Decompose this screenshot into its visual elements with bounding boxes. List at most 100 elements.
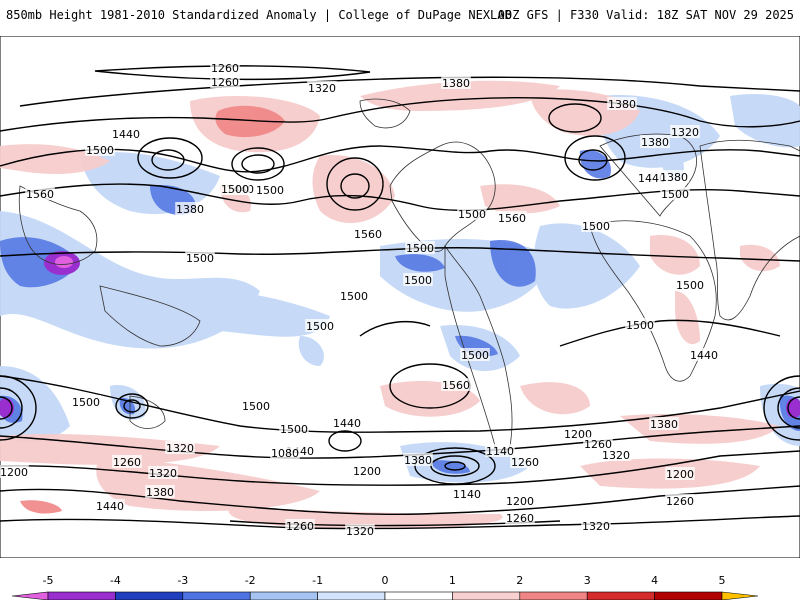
contour-label-bg	[285, 519, 315, 532]
contour-label-bg	[332, 416, 362, 429]
colorbar-swatch	[586, 591, 655, 600]
colorbar-swatch	[519, 591, 588, 600]
contour-label: 1260	[113, 456, 141, 469]
contour-label-bg	[441, 76, 471, 89]
contour-label: 1320	[308, 82, 336, 95]
contour-label-bg	[452, 487, 482, 500]
contour-label-bg	[220, 182, 250, 195]
colorbar-tick-label: 2	[516, 574, 524, 587]
map-title: 850mb Height 1981-2010 Standardized Anom…	[6, 8, 512, 22]
contour-label-bg	[175, 202, 205, 215]
contour-label: 1500	[256, 184, 284, 197]
contour-label: 1440	[96, 500, 124, 513]
contour-label-bg	[601, 448, 631, 461]
contour-label: 1320	[149, 467, 177, 480]
contour-label-bg	[583, 437, 613, 450]
contour-label-bg	[307, 81, 337, 94]
contour-label: 1380	[660, 171, 688, 184]
contour-label-bg	[352, 464, 382, 477]
contour-label-bg	[165, 441, 195, 454]
contour-label: 1560	[498, 212, 526, 225]
contour-label: 1500	[406, 242, 434, 255]
contour-label: 1500	[280, 423, 308, 436]
contour-label-bg	[305, 319, 335, 332]
contour-label-bg	[659, 170, 689, 183]
contour-label: 1260	[286, 520, 314, 533]
contour-label: 1500	[404, 274, 432, 287]
contour-label-bg	[339, 289, 369, 302]
contour-label-bg	[441, 378, 471, 391]
colorbar-tick-label: 5	[718, 574, 726, 587]
contour-label-bg	[457, 207, 487, 220]
colorbar-tick-label: 3	[583, 574, 591, 587]
colorbar-tick-label: -3	[177, 574, 189, 587]
contour-label-bg	[345, 524, 375, 537]
contour-label: 1500	[72, 396, 100, 409]
contour-label-bg	[0, 465, 29, 478]
colorbar-tick-label: -2	[244, 574, 256, 587]
contour-label: 1500	[661, 188, 689, 201]
contour-label: 1140	[486, 445, 514, 458]
contour-label: 1380	[146, 486, 174, 499]
contour-label-bg	[581, 219, 611, 232]
contour-label: 1500	[221, 183, 249, 196]
contour-label: 1500	[186, 252, 214, 265]
contour-label-bg	[485, 444, 515, 457]
contour-label: 1560	[354, 228, 382, 241]
contour-label: 1200	[353, 465, 381, 478]
contour-label: 1500	[86, 144, 114, 157]
contour-label: 1260	[506, 512, 534, 525]
colorbar-swatch	[654, 591, 723, 600]
contour-label-bg	[581, 519, 611, 532]
contour-label-bg	[665, 494, 695, 507]
model-run-info: 00Z GFS | F330 Valid: 18Z SAT NOV 29 202…	[497, 8, 794, 22]
contour-label: 1500	[242, 400, 270, 413]
colorbar-swatch	[182, 591, 251, 600]
anomaly-map[interactable]: 1260126013201380144015001560138014401500…	[0, 36, 800, 558]
contour-label: 1320	[582, 520, 610, 533]
colorbar-tick-label: 0	[381, 574, 389, 587]
contour-label: 1320	[602, 449, 630, 462]
height-contours	[0, 65, 800, 530]
contour-label-bg	[403, 273, 433, 286]
colorbar-low-arrow	[11, 591, 49, 600]
contour-label-bg	[460, 348, 490, 361]
colorbar-swatch	[317, 591, 386, 600]
contour-label-bg	[497, 211, 527, 224]
contour-label-bg	[71, 395, 101, 408]
contour-label-bg	[241, 399, 271, 412]
colorbar-tick-label: 4	[651, 574, 659, 587]
contour-label-layer: 1260126013201380144015001560138014401500…	[0, 61, 719, 538]
contour-label: 1440	[690, 349, 718, 362]
contour-label-bg	[145, 485, 175, 498]
colorbar-swatch	[452, 591, 521, 600]
colorbar-swatch	[249, 591, 318, 600]
contour-label-bg	[95, 499, 125, 512]
contour-label-bg	[505, 511, 535, 524]
contour-label: 1200	[0, 466, 28, 479]
contour-label: 1560	[442, 379, 470, 392]
colorbar-swatch	[115, 591, 184, 600]
contour-label: 1500	[676, 279, 704, 292]
contour-label: 1500	[582, 220, 610, 233]
contour-label: 1500	[626, 319, 654, 332]
contour-label: 1380	[641, 136, 669, 149]
colorbar-swatch	[47, 591, 116, 600]
contour-label-bg	[689, 348, 719, 361]
anomaly-colorbar	[11, 591, 759, 600]
contour-label-bg	[210, 75, 240, 88]
colorbar-tick-label: 1	[448, 574, 456, 587]
contour-label-bg	[148, 466, 178, 479]
contour-label-bg	[649, 417, 679, 430]
contour-label: 1560	[26, 188, 54, 201]
contour-label: 1320	[671, 126, 699, 139]
contour-label-bg	[563, 427, 593, 440]
contour-label-bg	[25, 187, 55, 200]
contour-label: 1440	[112, 128, 140, 141]
contour-label: 1380	[404, 454, 432, 467]
colorbar-high-arrow	[721, 591, 759, 600]
contour-label: 1320	[346, 525, 374, 538]
contour-label: 1440	[638, 172, 666, 185]
contour-label: 1260	[584, 438, 612, 451]
colorbar-tick-label: -5	[42, 574, 54, 587]
